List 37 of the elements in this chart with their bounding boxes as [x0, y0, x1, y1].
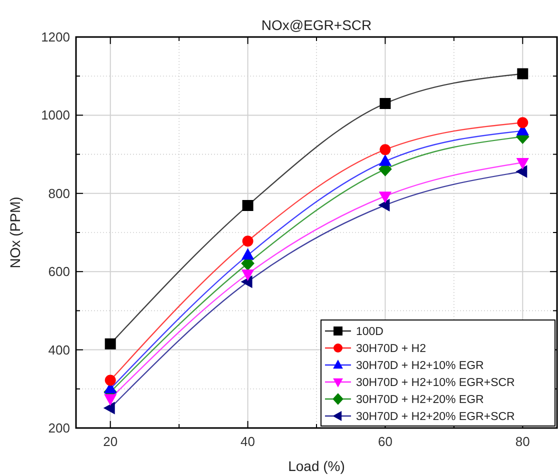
x-tick-label: 20	[103, 434, 118, 449]
legend-label: 30H70D + H2+20% EGR+SCR	[356, 411, 515, 423]
legend-label: 30H70D + H2+10% EGR	[356, 360, 484, 372]
point	[517, 117, 528, 128]
x-tick-label: 80	[515, 434, 530, 449]
y-tick-label: 600	[48, 264, 70, 280]
legend-label: 30H70D + H2+20% EGR	[356, 394, 484, 406]
point	[380, 98, 391, 109]
y-tick-label: 1200	[41, 30, 70, 44]
point	[378, 199, 390, 212]
point	[380, 144, 391, 156]
legend-label: 30H70D + H2	[356, 343, 426, 355]
point	[104, 338, 116, 350]
point	[104, 394, 116, 406]
point	[104, 402, 115, 414]
point	[242, 269, 254, 280]
point	[242, 236, 254, 247]
x-tick-label: 40	[240, 434, 256, 449]
point	[379, 154, 392, 166]
y-tick-label: 200	[48, 420, 70, 436]
x-axis-title: Load (%)	[288, 458, 345, 474]
y-tick-label: 800	[48, 186, 70, 201]
x-tick-label: 60	[378, 434, 392, 449]
chart-title: NOx@EGR+SCR	[261, 17, 372, 33]
point	[516, 166, 528, 178]
y-tick-label: 400	[48, 342, 70, 358]
point	[242, 200, 254, 212]
legend-label: 30H70D + H2+10% EGR+SCR	[356, 377, 515, 389]
point	[379, 192, 392, 203]
point	[517, 68, 528, 80]
y-axis-title: NOx (PPM)	[7, 196, 23, 268]
legend-label: 100D	[356, 326, 384, 338]
point	[242, 248, 254, 260]
point	[104, 374, 116, 386]
y-tick-label: 1000	[41, 108, 70, 123]
point	[241, 276, 252, 288]
point	[516, 158, 529, 170]
